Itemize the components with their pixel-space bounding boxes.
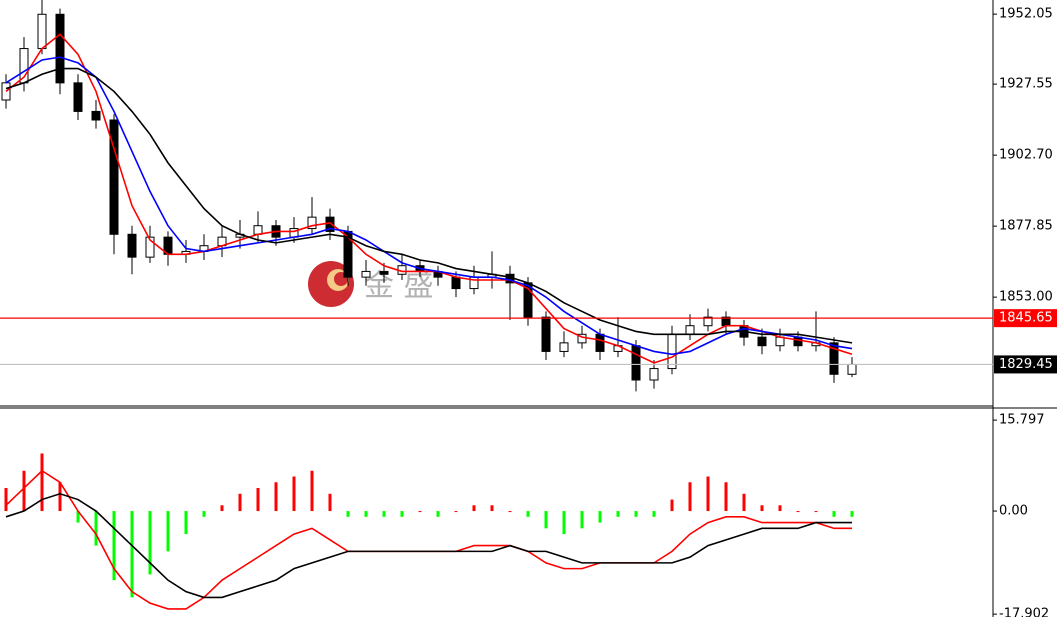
macd-bar — [220, 505, 224, 512]
macd-bar — [526, 511, 530, 517]
macd-bar — [814, 511, 818, 513]
macd-bar — [58, 482, 62, 512]
y-tick-label: 1853.00 — [999, 290, 1053, 305]
macd-bar — [652, 511, 656, 517]
candle-body — [829, 342, 839, 375]
macd-bar — [616, 511, 620, 517]
macd-bar — [796, 511, 800, 513]
candle-body — [649, 368, 659, 381]
macd-bar — [436, 511, 440, 517]
macd-bar — [418, 511, 422, 513]
candle-body — [703, 316, 713, 327]
indicator-line — [5, 67, 853, 344]
macd-bar — [76, 511, 80, 523]
price-label-box — [994, 309, 1057, 328]
y-tick-label: 1952.05 — [999, 7, 1053, 22]
price-label: 1845.65 — [999, 311, 1053, 326]
candle-body — [73, 82, 83, 112]
candle-body — [757, 336, 767, 347]
candle-body — [145, 236, 155, 258]
macd-bar — [274, 482, 278, 512]
macd-bar — [22, 470, 26, 512]
macd-bar — [706, 476, 710, 512]
macd-bar — [328, 493, 332, 512]
macd-bar — [490, 505, 494, 512]
candle-body — [685, 325, 695, 335]
candle-body — [37, 13, 47, 50]
price-label-box — [994, 355, 1057, 374]
macd-bar — [40, 453, 44, 512]
candle-body — [361, 270, 371, 278]
macd-bar — [346, 511, 350, 517]
macd-bar — [112, 511, 116, 581]
candle-body — [109, 119, 119, 235]
indicator-line — [5, 492, 852, 599]
macd-bar — [382, 511, 386, 517]
candle-body — [541, 316, 551, 352]
indicator-line — [5, 33, 853, 364]
macd-bar — [850, 511, 854, 517]
macd-bar — [760, 505, 764, 512]
macd-bar — [4, 488, 8, 512]
candle-body — [127, 233, 137, 258]
y-tick-label: 1927.55 — [999, 77, 1053, 92]
macd-bar — [634, 511, 638, 517]
y-tick-label: 1877.85 — [999, 219, 1053, 234]
macd-bar — [148, 511, 152, 575]
y-tick-label: 1902.70 — [999, 148, 1053, 163]
macd-bar — [742, 493, 746, 512]
macd-bar — [94, 511, 98, 546]
y-tick-label: -17.902 — [999, 607, 1049, 617]
candle-body — [793, 336, 803, 347]
macd-bar — [598, 511, 602, 523]
macd-bar — [400, 511, 404, 517]
candle-body — [379, 270, 389, 275]
macd-bar — [310, 470, 314, 512]
candle-body — [667, 333, 677, 370]
macd-bar — [670, 499, 674, 512]
candle-body — [847, 363, 857, 375]
candle-body — [595, 333, 605, 352]
macd-bar — [130, 511, 134, 598]
macd-bar — [508, 511, 512, 513]
macd-bar — [256, 488, 260, 512]
macd-bar — [364, 511, 368, 517]
macd-bar — [724, 482, 728, 512]
macd-bar — [472, 505, 476, 512]
macd-bar — [688, 482, 692, 512]
y-tick-label: 15.797 — [999, 413, 1045, 428]
candle-body — [91, 110, 101, 121]
candle-body — [559, 342, 569, 352]
macd-bar — [580, 511, 584, 529]
macd-bar — [292, 476, 296, 512]
macd-bar — [562, 511, 566, 535]
candle-body — [55, 13, 65, 84]
macd-bar — [832, 511, 836, 517]
y-tick-label: 0.00 — [999, 504, 1028, 519]
macd-bar — [202, 511, 206, 517]
macd-bar — [778, 505, 782, 512]
candle-body — [307, 216, 317, 230]
candle-body — [451, 276, 461, 290]
candle-body — [253, 225, 263, 235]
price-label: 1829.45 — [999, 357, 1053, 372]
macd-bar — [544, 511, 548, 529]
macd-bar — [454, 511, 458, 513]
macd-bar — [184, 511, 188, 535]
candle-body — [631, 345, 641, 381]
watermark-logo: 金 盛 — [308, 261, 434, 307]
macd-bar — [166, 511, 170, 552]
candle-body — [775, 336, 785, 347]
macd-bar — [238, 493, 242, 512]
indicator-line — [5, 56, 853, 356]
